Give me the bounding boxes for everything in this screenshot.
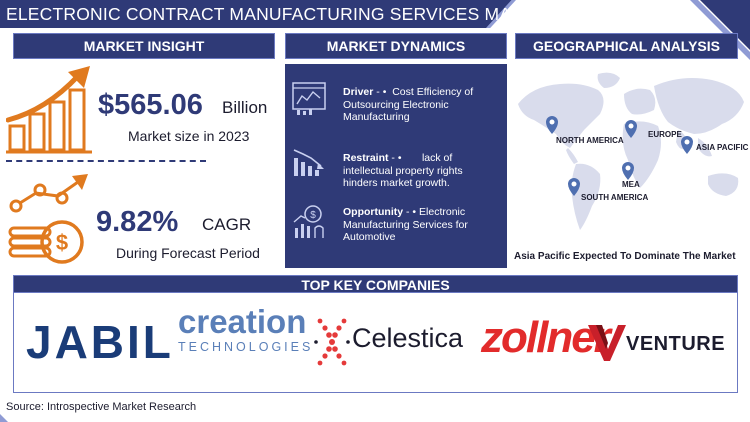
creation-technologies-logo: creation TECHNOLOGIES bbox=[178, 303, 314, 355]
cagr-caption: During Forecast Period bbox=[116, 245, 260, 261]
venture-logo: VENTURE bbox=[626, 333, 726, 355]
region-south-america: SOUTH AMERICA bbox=[581, 193, 649, 202]
pin-asia-pacific-icon bbox=[681, 136, 693, 154]
market-size-unit: Billion bbox=[222, 98, 268, 117]
cagr-unit: CAGR bbox=[202, 215, 252, 234]
creation-logo-top: creation bbox=[178, 303, 307, 340]
market-dynamics-header: MARKET DYNAMICS bbox=[285, 33, 507, 59]
celestica-mark-icon bbox=[314, 318, 350, 366]
region-north-america: NORTH AMERICA bbox=[556, 136, 624, 145]
svg-text:$: $ bbox=[56, 230, 68, 255]
pin-south-america-icon bbox=[568, 178, 580, 196]
restraint-label: Restraint bbox=[343, 152, 389, 164]
driver-item: Driver - • Cost Efficiency of Outsourcin… bbox=[343, 86, 474, 123]
geographical-analysis-header: GEOGRAPHICAL ANALYSIS bbox=[515, 33, 738, 59]
pin-north-america-icon bbox=[546, 116, 558, 134]
market-size-value: $565.06 bbox=[98, 89, 203, 121]
region-asia-pacific: ASIA PACIFIC bbox=[696, 143, 749, 152]
cagr-value: 9.82% bbox=[96, 206, 179, 238]
market-insight-header: MARKET INSIGHT bbox=[13, 33, 275, 59]
jabil-logo: JABIL bbox=[26, 316, 174, 368]
restraint-item: Restraint - • lack of intellectual prope… bbox=[343, 152, 463, 189]
driver-text: Cost Efficiency of Outsourcing Electroni… bbox=[343, 86, 474, 123]
venture-mark-icon bbox=[588, 325, 626, 361]
pin-mea-icon bbox=[622, 162, 634, 180]
opportunity-text: Electronic Manufacturing Services for Au… bbox=[343, 206, 468, 243]
geo-caption: Asia Pacific Expected To Dominate The Ma… bbox=[514, 251, 736, 262]
dashboard-icon bbox=[292, 82, 326, 115]
driver-label: Driver bbox=[343, 86, 374, 98]
title-banner bbox=[0, 0, 512, 28]
declining-chart-icon bbox=[293, 149, 324, 176]
opportunity-item: Opportunity - • Electronic Manufacturing… bbox=[343, 206, 468, 243]
companies-box: JABIL creation TECHNOLOGIES Celestica zo… bbox=[13, 292, 738, 393]
pin-europe-icon bbox=[625, 120, 637, 138]
region-mea: MEA bbox=[622, 180, 640, 189]
report-title: ELECTRONIC CONTRACT MANUFACTURING SERVIC… bbox=[6, 4, 638, 24]
celestica-logo: Celestica bbox=[352, 323, 464, 353]
market-dynamics-panel: Driver - • Cost Efficiency of Outsourcin… bbox=[285, 64, 507, 268]
source-footer: Source: Introspective Market Research bbox=[6, 401, 197, 413]
map-pins bbox=[546, 116, 693, 196]
coins-growth-icon: $ bbox=[8, 174, 88, 264]
region-europe: EUROPE bbox=[648, 130, 682, 139]
divider bbox=[6, 160, 206, 162]
world-map bbox=[518, 72, 744, 230]
opportunity-label: Opportunity bbox=[343, 206, 404, 218]
corner-decoration-bottom bbox=[0, 414, 8, 422]
svg-text:$: $ bbox=[310, 210, 316, 221]
opportunity-icon: $ bbox=[293, 205, 324, 238]
growth-chart-icon bbox=[6, 66, 92, 154]
market-size-caption: Market size in 2023 bbox=[128, 128, 250, 144]
zollner-logo: zollner bbox=[481, 313, 611, 362]
creation-logo-bottom: TECHNOLOGIES bbox=[178, 340, 314, 354]
top-companies-header: TOP KEY COMPANIES bbox=[13, 275, 738, 295]
restraint-text: lack of intellectual property rights hin… bbox=[343, 152, 463, 189]
